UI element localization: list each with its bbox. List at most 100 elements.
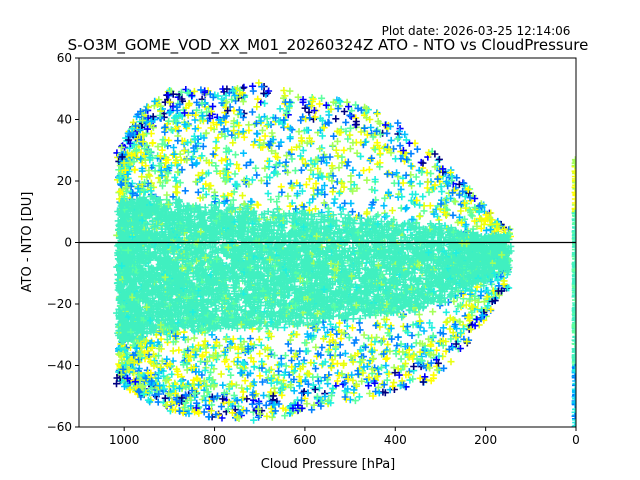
data-point bbox=[263, 122, 271, 130]
data-point bbox=[388, 207, 396, 214]
data-point bbox=[398, 377, 406, 385]
data-point bbox=[347, 172, 355, 180]
data-point bbox=[171, 173, 179, 181]
data-point bbox=[282, 352, 289, 359]
data-point bbox=[301, 104, 309, 112]
data-point bbox=[247, 354, 255, 362]
data-point bbox=[248, 176, 256, 184]
data-point bbox=[341, 379, 349, 387]
data-point bbox=[363, 131, 371, 139]
chart-title: S-O3M_GOME_VOD_XX_M01_20260324Z ATO - NT… bbox=[68, 36, 589, 55]
data-point bbox=[310, 191, 318, 199]
data-point bbox=[421, 373, 429, 381]
data-point bbox=[213, 144, 221, 152]
data-point bbox=[246, 158, 254, 166]
data-point bbox=[401, 130, 409, 138]
data-point bbox=[321, 191, 329, 198]
data-point bbox=[461, 193, 469, 200]
data-point bbox=[382, 355, 390, 363]
data-point bbox=[467, 197, 475, 205]
data-point bbox=[282, 362, 290, 370]
data-point bbox=[338, 159, 346, 167]
data-point bbox=[301, 160, 309, 167]
data-point bbox=[383, 354, 391, 362]
data-point bbox=[348, 371, 356, 379]
data-point bbox=[342, 118, 350, 126]
data-point bbox=[239, 98, 247, 106]
data-point bbox=[342, 127, 350, 135]
data-point bbox=[327, 320, 334, 328]
data-point bbox=[359, 369, 367, 377]
data-point bbox=[360, 331, 368, 339]
data-point bbox=[206, 353, 213, 361]
data-point bbox=[256, 372, 264, 380]
data-point bbox=[360, 167, 368, 174]
data-point bbox=[305, 206, 313, 214]
data-point bbox=[168, 162, 175, 169]
data-point bbox=[373, 139, 381, 147]
data-point bbox=[471, 217, 479, 225]
data-point bbox=[307, 157, 315, 165]
data-point bbox=[224, 405, 232, 413]
data-point bbox=[341, 199, 349, 207]
plot-date: Plot date: 2026-03-25 12:14:06 bbox=[382, 24, 571, 38]
data-point bbox=[198, 152, 206, 160]
data-point bbox=[162, 124, 170, 132]
data-point bbox=[402, 205, 410, 213]
data-point bbox=[272, 114, 279, 122]
data-point bbox=[239, 128, 247, 135]
data-point bbox=[224, 127, 232, 135]
data-point bbox=[194, 188, 202, 196]
data-point bbox=[158, 357, 166, 365]
data-point bbox=[363, 176, 371, 184]
data-point bbox=[248, 400, 256, 408]
data-point bbox=[127, 182, 135, 190]
data-point bbox=[234, 402, 242, 410]
data-point bbox=[276, 105, 284, 113]
data-point bbox=[455, 180, 463, 188]
data-point bbox=[337, 335, 345, 343]
data-point bbox=[349, 166, 357, 174]
data-point bbox=[309, 170, 317, 178]
data-point bbox=[397, 340, 405, 348]
data-point bbox=[298, 187, 306, 195]
data-point bbox=[188, 161, 196, 169]
data-point bbox=[181, 403, 189, 411]
data-point bbox=[416, 374, 424, 382]
data-point bbox=[169, 102, 177, 110]
data-point bbox=[336, 203, 344, 211]
data-point bbox=[349, 324, 356, 332]
data-point bbox=[353, 149, 361, 157]
data-point bbox=[131, 166, 139, 174]
data-point bbox=[193, 106, 201, 114]
data-point bbox=[267, 196, 275, 203]
data-point bbox=[368, 186, 376, 193]
data-point bbox=[340, 329, 348, 337]
data-point bbox=[435, 352, 443, 360]
data-point bbox=[334, 105, 342, 113]
data-point bbox=[384, 340, 392, 348]
data-point bbox=[185, 410, 193, 418]
data-point bbox=[387, 136, 395, 144]
data-point bbox=[149, 139, 157, 147]
data-point bbox=[168, 370, 176, 378]
data-point bbox=[284, 340, 292, 348]
data-point bbox=[453, 308, 460, 315]
data-point bbox=[207, 368, 215, 376]
data-point bbox=[240, 149, 247, 157]
data-point bbox=[310, 107, 318, 114]
data-point bbox=[412, 173, 420, 181]
data-point bbox=[284, 192, 292, 200]
data-point bbox=[340, 183, 348, 191]
data-point bbox=[487, 209, 495, 217]
data-point bbox=[355, 171, 363, 179]
data-point bbox=[337, 188, 345, 196]
data-point bbox=[378, 364, 385, 372]
data-point bbox=[365, 166, 373, 174]
data-point bbox=[221, 358, 229, 366]
data-point bbox=[380, 202, 388, 210]
data-point bbox=[309, 373, 317, 381]
data-point bbox=[358, 377, 366, 385]
data-point bbox=[218, 414, 226, 422]
data-point bbox=[350, 181, 358, 189]
